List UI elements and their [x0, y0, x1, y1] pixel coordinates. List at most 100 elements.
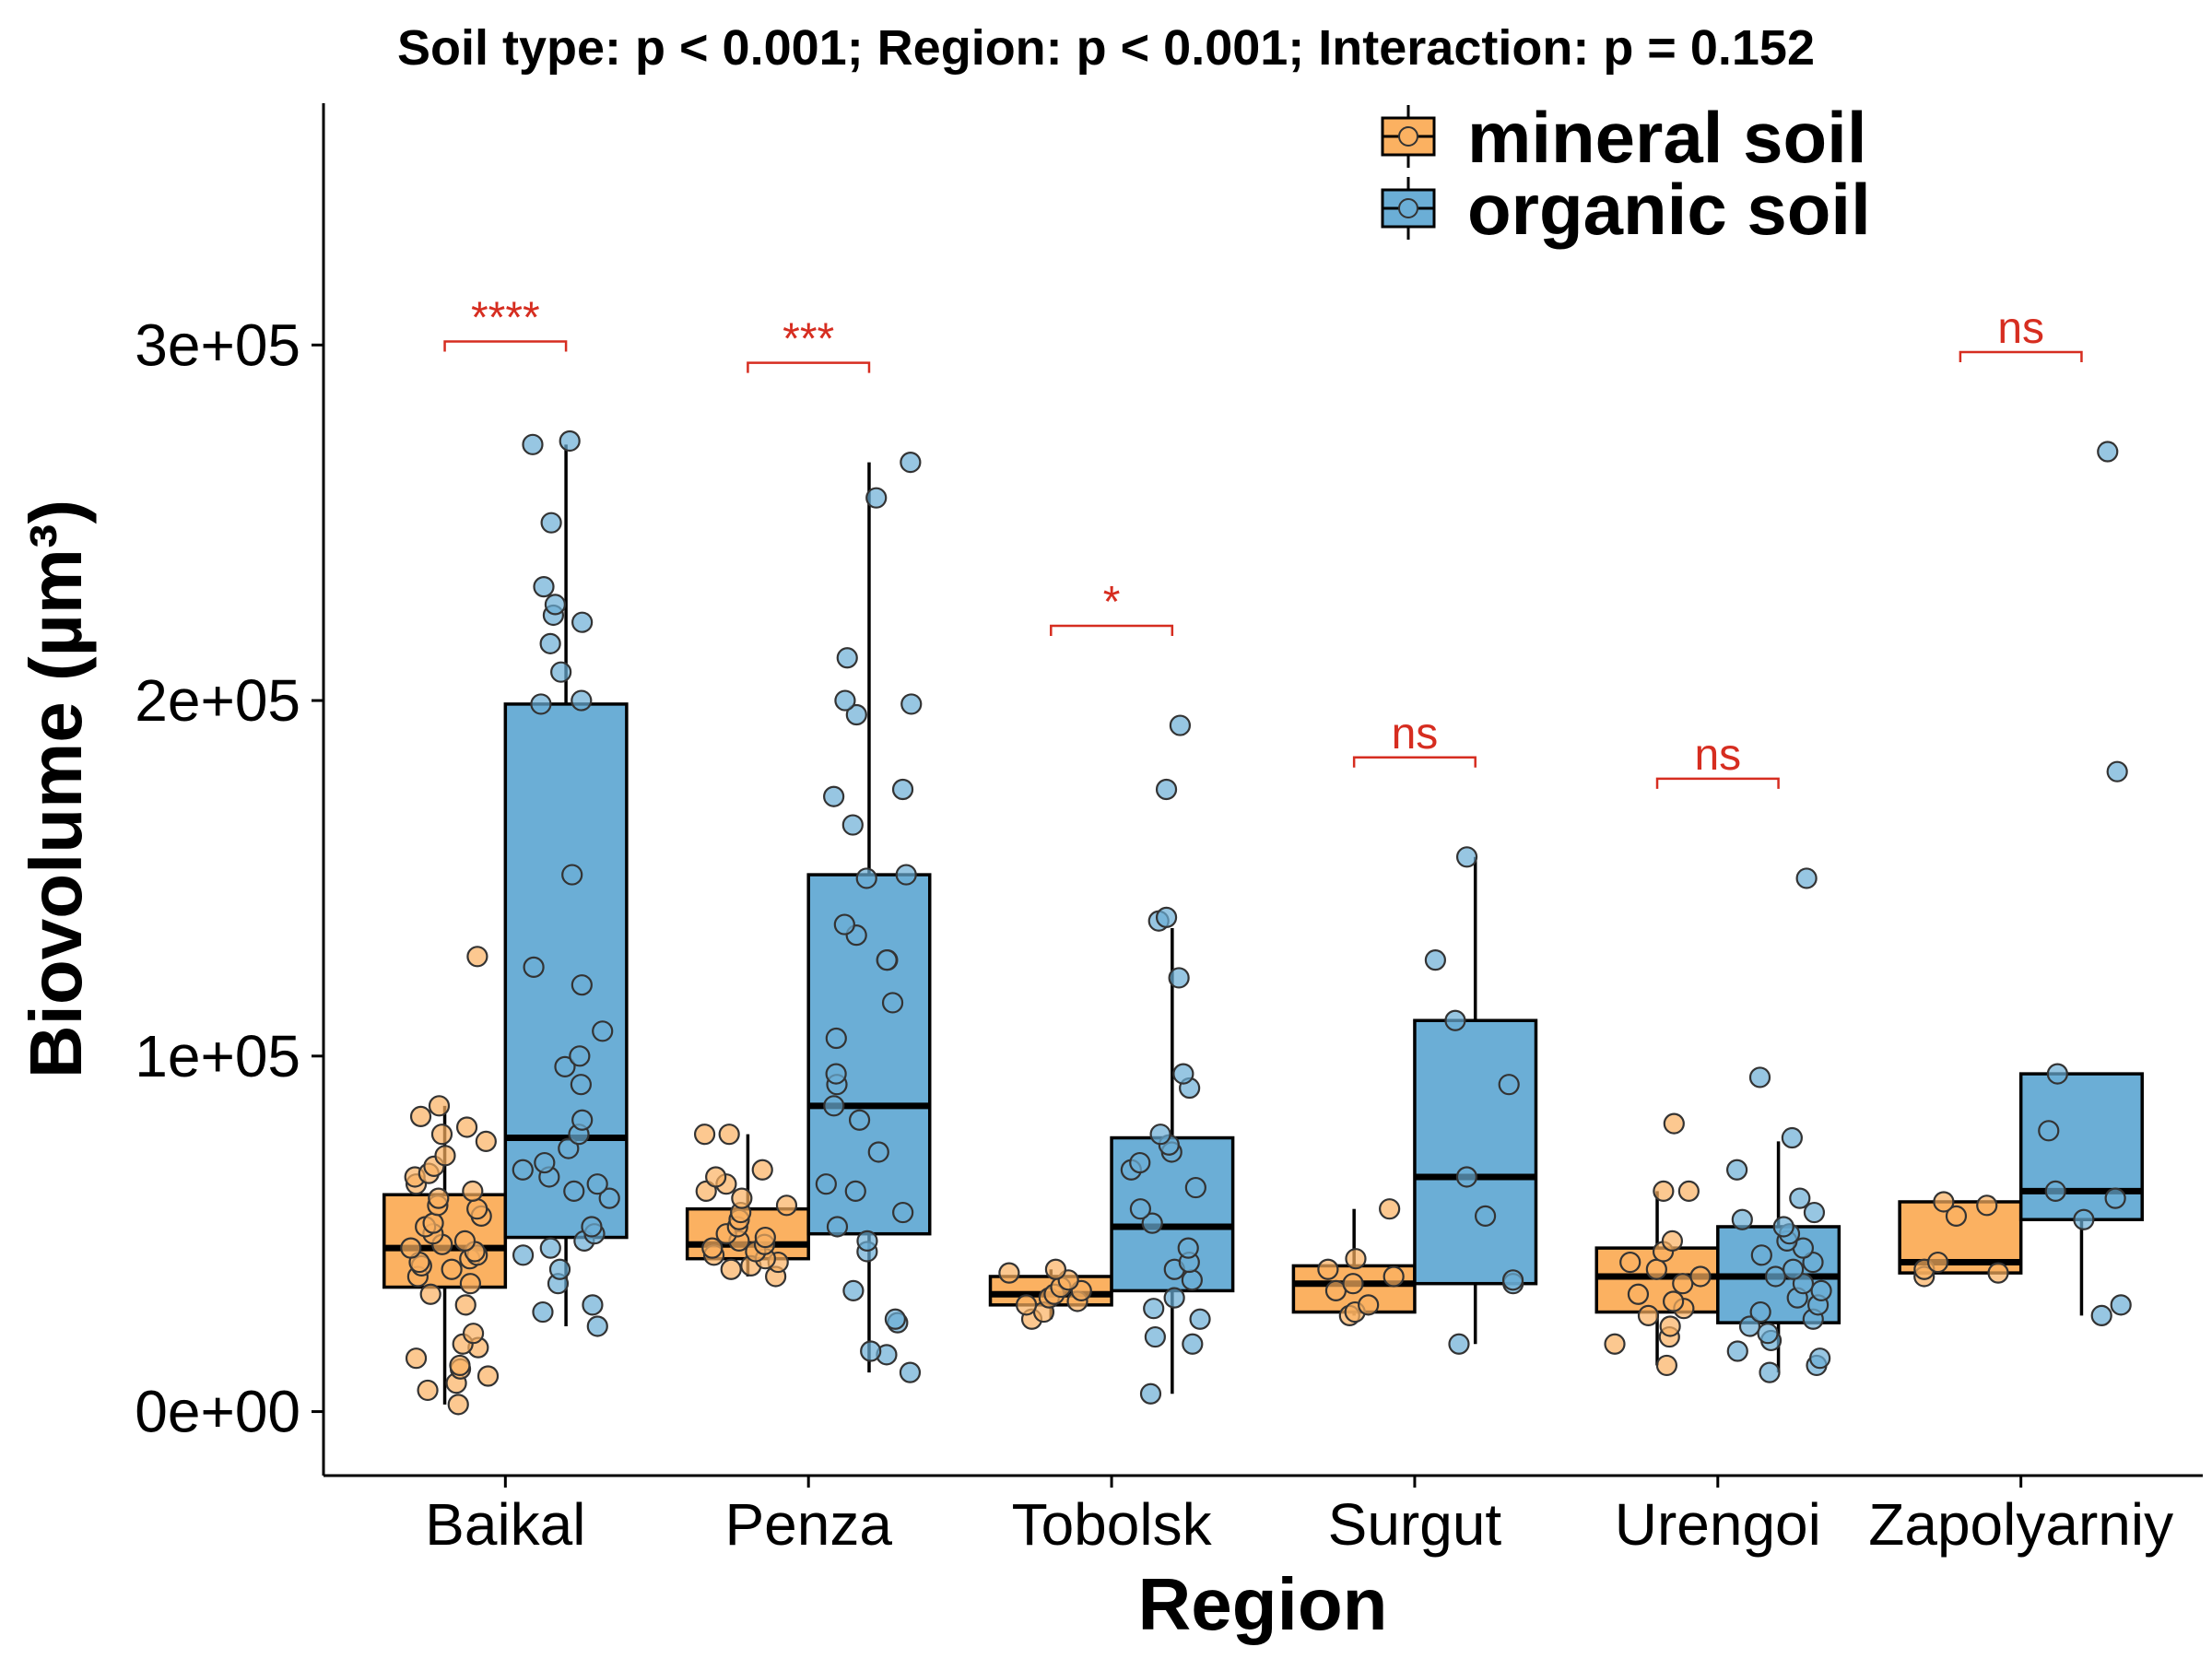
data-point [1945, 1205, 1968, 1228]
data-point [1382, 1265, 1405, 1288]
data-point [1645, 1258, 1667, 1280]
y-tick-label: 1e+05 [135, 1023, 300, 1089]
data-point [1789, 1187, 1811, 1209]
y-tick-label: 3e+05 [135, 312, 300, 378]
data-point [705, 1166, 727, 1188]
data-point [1933, 1191, 1955, 1213]
data-point [2073, 1208, 2095, 1230]
data-point [1810, 1279, 1832, 1302]
chart-title: Soil type: p < 0.001; Region: p < 0.001;… [397, 20, 1815, 76]
data-point [586, 1173, 608, 1195]
data-point [1501, 1269, 1524, 1291]
x-tick-label-tobolsk: Tobolsk [1012, 1491, 1213, 1558]
data-point [1795, 867, 1818, 889]
data-point [1772, 1216, 1794, 1238]
data-point [825, 1027, 847, 1050]
data-point [876, 949, 898, 971]
data-point [1655, 1354, 1678, 1377]
data-point [865, 487, 888, 509]
significance-label: *** [782, 315, 834, 364]
data-point [823, 785, 845, 807]
data-point [1129, 1198, 1151, 1220]
data-point [1976, 1194, 1998, 1217]
box-penza-organic-soil [806, 452, 932, 1383]
data-point [895, 864, 917, 886]
data-point [475, 1130, 497, 1152]
data-point [539, 1237, 561, 1259]
data-point [400, 1237, 422, 1259]
data-point [1474, 1205, 1497, 1228]
data-point [1663, 1112, 1685, 1135]
data-point [844, 1180, 866, 1202]
data-point [1498, 1074, 1520, 1096]
data-point [571, 689, 593, 712]
data-point [1738, 1315, 1761, 1337]
data-point [419, 1283, 441, 1305]
data-point [1619, 1251, 1641, 1274]
data-point [571, 611, 594, 633]
data-point [1637, 1304, 1660, 1327]
significance-bracket [1050, 624, 1174, 637]
data-point [539, 632, 561, 654]
data-point [447, 1394, 469, 1416]
data-point [1358, 1294, 1380, 1316]
data-point [1759, 1361, 1781, 1383]
data-point [559, 429, 581, 453]
data-point [867, 1141, 889, 1163]
data-point [454, 1294, 477, 1316]
data-point [701, 1237, 724, 1259]
data-point [1169, 714, 1192, 736]
data-point [842, 1279, 865, 1302]
data-point [571, 1109, 594, 1131]
data-point [2044, 1180, 2066, 1202]
data-point [1155, 778, 1178, 801]
data-point [1044, 1258, 1067, 1280]
x-tick-label-baikal: Baikal [425, 1491, 585, 1558]
data-point [523, 956, 545, 978]
data-point [561, 864, 583, 886]
data-point [533, 576, 555, 598]
data-point [1750, 1244, 1772, 1266]
data-point [825, 1063, 847, 1085]
data-point [1987, 1262, 2009, 1284]
data-point [1182, 1333, 1204, 1355]
data-point [434, 1145, 456, 1167]
legend-point [1398, 126, 1418, 147]
data-point [2110, 1294, 2132, 1316]
data-point [1163, 1287, 1185, 1309]
data-point [1129, 1151, 1151, 1174]
data-point [1342, 1273, 1364, 1295]
data-point [1448, 1333, 1470, 1355]
data-point [1781, 1126, 1803, 1149]
data-point [1015, 1294, 1038, 1316]
data-point [430, 1124, 453, 1146]
data-point [1184, 1176, 1206, 1199]
data-point [2038, 1120, 2060, 1142]
significance-label: **** [471, 293, 540, 342]
data-point [1189, 1308, 1211, 1330]
data-point [409, 1105, 432, 1127]
data-point [2097, 441, 2119, 463]
data-point [417, 1379, 439, 1402]
box-zapolyarniy-mineral-soil [1898, 1191, 2023, 1288]
data-point [1731, 1208, 1753, 1230]
significance-bracket [1352, 756, 1477, 768]
data-point [891, 778, 914, 801]
data-point [1726, 1340, 1748, 1362]
legend-point [1398, 198, 1418, 218]
data-point [462, 1180, 484, 1202]
data-point [998, 1262, 1020, 1284]
data-point [532, 1300, 554, 1324]
data-point [1168, 967, 1190, 989]
box-zapolyarniy-organic-soil [2018, 441, 2144, 1327]
data-point [2046, 1063, 2068, 1085]
significance-urengoi: ns [1655, 731, 1780, 789]
data-point [1424, 949, 1446, 971]
data-point [884, 1308, 906, 1330]
data-point [462, 1323, 485, 1345]
data-point [428, 1187, 450, 1209]
data-point [881, 992, 904, 1014]
box-surgut-mineral-soil [1291, 1198, 1417, 1327]
data-point [900, 452, 922, 474]
